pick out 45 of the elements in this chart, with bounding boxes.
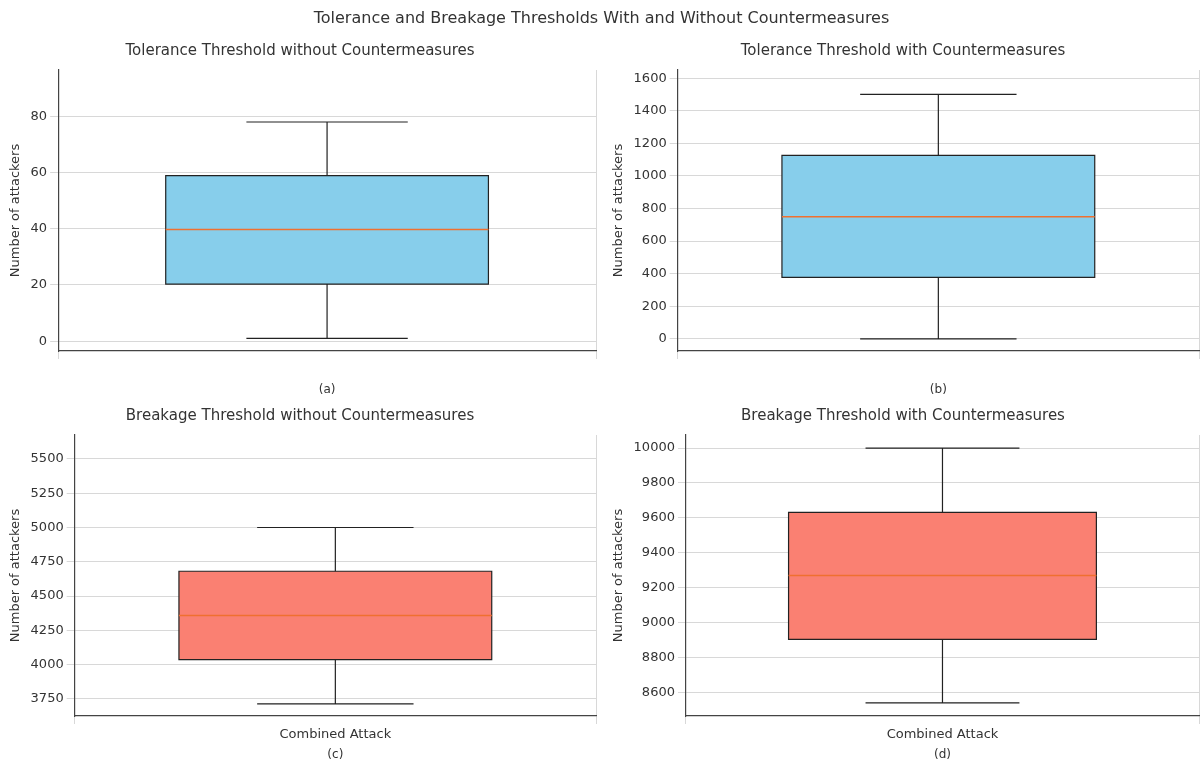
y-tick-label: 10000 [633,439,675,455]
chart-title: Breakage Threshold without Countermeasures [125,405,475,424]
x-axis-title: (c) [327,746,344,761]
y-tick-label: 1000 [633,167,667,183]
y-tick-label: 600 [641,232,667,248]
y-axis-title: Number of attackers [7,143,23,278]
y-tick-label: 200 [641,297,667,313]
chart-title: Breakage Threshold with Countermeasures [741,405,1066,424]
x-axis-title: (b) [929,381,947,396]
y-tick-label: 8800 [641,648,675,664]
y-tick-label: 1400 [633,102,667,118]
y-tick-label: 9400 [641,544,675,560]
y-tick-label: 4750 [30,553,64,569]
y-tick-label: 9000 [641,614,675,629]
y-tick-label: 60 [30,163,48,179]
y-tick-label: 9800 [641,474,675,490]
y-tick-label: 5250 [30,484,64,500]
y-tick-label: 5500 [30,450,64,466]
x-tick-label: Combined Attack [886,726,999,742]
y-axis-title: Number of attackers [7,508,23,643]
chart-title: Tolerance Threshold with Countermeasures [739,40,1066,59]
x-axis-title: (d) [933,746,951,761]
y-tick-label: 4250 [30,621,64,637]
y-tick-label: 0 [658,330,667,346]
y-tick-label: 400 [641,265,667,280]
y-tick-label: 4000 [30,655,64,671]
y-tick-label: 5000 [30,518,64,534]
y-tick-label: 800 [641,199,667,215]
y-tick-label: 1200 [633,134,667,150]
x-axis-title: (a) [318,381,336,396]
x-tick-label: Combined Attack [279,726,392,742]
text: Tolerance and Breakage Thresholds With and Without Countermeasures [312,7,891,29]
y-tick-label: 3750 [30,690,64,706]
chart-title: Tolerance Threshold without Countermeasures [124,40,475,59]
y-tick-label: 0 [38,332,48,348]
y-axis-title: Number of attackers [610,143,626,278]
y-tick-label: 9200 [641,579,675,595]
y-tick-label: 4500 [30,587,64,603]
y-tick-label: 9600 [641,509,675,525]
y-tick-label: 40 [30,220,48,236]
y-tick-label: 80 [30,107,48,123]
y-tick-label: 8600 [641,683,675,699]
y-tick-label: 20 [30,276,48,292]
y-tick-label: 1600 [633,69,667,85]
y-axis-title: Number of attackers [610,508,626,643]
